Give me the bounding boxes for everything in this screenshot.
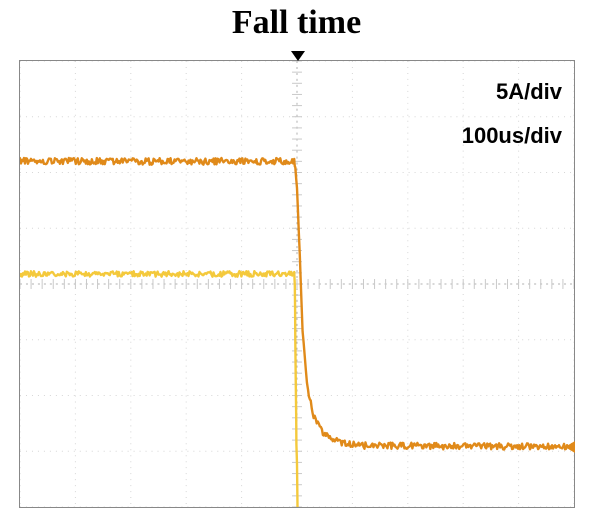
horizontal-scale-label: 100us/div <box>462 123 562 149</box>
vertical-scale-label: 5A/div <box>496 79 562 105</box>
oscilloscope-display: 5A/div 100us/div <box>19 60 575 508</box>
chart-title: Fall time <box>0 4 593 42</box>
ground-marker-icon <box>565 441 575 453</box>
trigger-marker-icon <box>291 51 305 61</box>
scope-screenshot: Fall time 5A/div 100us/div <box>0 0 593 532</box>
